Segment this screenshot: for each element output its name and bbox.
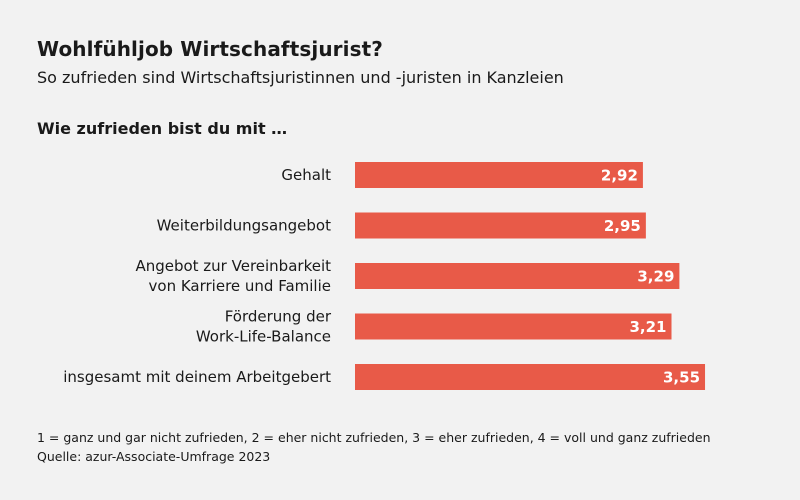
bar-value-label: 3,29	[637, 268, 674, 286]
bar-value-label: 2,95	[604, 217, 641, 235]
category-label: insgesamt mit deinem Arbeitgebert	[63, 368, 331, 386]
category-label: Work-Life-Balance	[196, 328, 331, 346]
category-label: von Karriere und Familie	[149, 277, 331, 295]
category-label: Angebot zur Vereinbarkeit	[135, 257, 331, 275]
bar-value-label: 2,92	[601, 167, 638, 185]
footnote: 1 = ganz und gar nicht zufrieden, 2 = eh…	[37, 428, 711, 466]
source-note: Quelle: azur-Associate-Umfrage 2023	[37, 449, 271, 464]
category-label: Weiterbildungsangebot	[157, 217, 332, 235]
category-label: Gehalt	[281, 166, 331, 184]
chart-title: Wohlfühljob Wirtschaftsjurist?	[37, 37, 383, 61]
chart-subtitle: So zufrieden sind Wirtschaftsjuristinnen…	[37, 68, 564, 87]
bar-chart: 2,92 Gehalt 2,95 Weiterbildungsangebot 3,29 A…	[63, 162, 706, 390]
chart-question: Wie zufrieden bist du mit …	[37, 119, 288, 138]
bar	[355, 212, 646, 239]
bar	[355, 313, 672, 340]
bar	[355, 162, 643, 188]
bar	[355, 263, 680, 289]
bar-value-label: 3,21	[629, 318, 666, 336]
bar	[355, 364, 706, 390]
category-label: Förderung der	[225, 308, 332, 326]
scale-legend: 1 = ganz und gar nicht zufrieden, 2 = eh…	[37, 430, 711, 445]
bar-value-label: 3,55	[663, 369, 700, 387]
